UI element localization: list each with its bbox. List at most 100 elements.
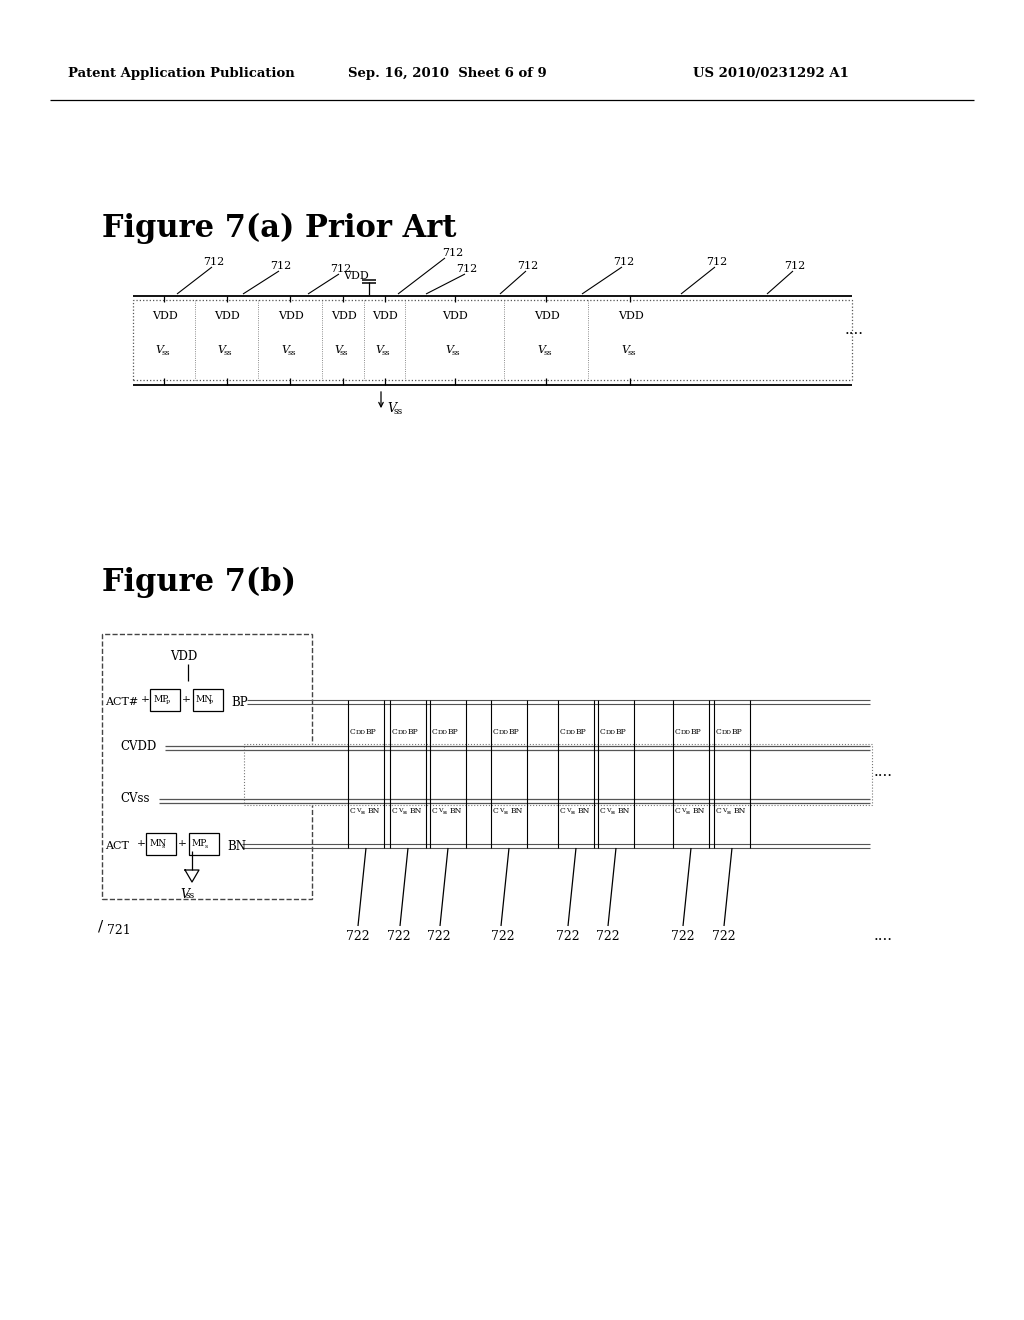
Bar (193, 689, 223, 711)
Text: ss: ss (627, 348, 636, 356)
Text: 712: 712 (613, 257, 634, 267)
Text: VDD: VDD (618, 312, 644, 321)
Text: C: C (432, 729, 437, 737)
Text: /: / (98, 920, 103, 935)
Text: 712: 712 (517, 261, 539, 271)
Text: VDD: VDD (152, 312, 178, 321)
Text: 712: 712 (456, 264, 477, 275)
Text: Figure 7(a) Prior Art: Figure 7(a) Prior Art (102, 213, 457, 244)
Text: DD: DD (681, 730, 691, 734)
Text: C: C (600, 807, 606, 814)
Text: 722: 722 (346, 929, 370, 942)
Text: V: V (621, 345, 629, 355)
Text: BN: BN (450, 807, 463, 814)
Text: BN: BN (227, 840, 246, 853)
Text: BN: BN (734, 807, 746, 814)
Text: BN: BN (693, 807, 706, 814)
Text: C: C (675, 807, 681, 814)
Text: C: C (493, 729, 499, 737)
Text: +: + (182, 696, 190, 705)
Text: BN: BN (618, 807, 631, 814)
Text: V: V (438, 808, 442, 813)
Text: V: V (387, 403, 396, 416)
Text: ACT#: ACT# (105, 697, 138, 708)
Text: -: - (183, 840, 186, 849)
Text: VDD: VDD (373, 312, 398, 321)
Text: +: + (141, 696, 150, 705)
Text: 712: 712 (330, 264, 351, 275)
Text: 722: 722 (596, 929, 620, 942)
Text: ss: ss (452, 348, 460, 356)
Text: s: s (205, 845, 208, 850)
Text: 722: 722 (427, 929, 451, 942)
Text: ss: ss (223, 348, 232, 356)
Text: V: V (217, 345, 225, 355)
Text: 712: 712 (270, 261, 291, 271)
Text: ss: ss (186, 891, 196, 900)
Text: 712: 712 (706, 257, 727, 267)
Text: BP: BP (575, 729, 587, 737)
Text: V: V (445, 345, 454, 355)
Text: -: - (146, 696, 150, 705)
Text: V: V (376, 345, 384, 355)
Text: C: C (716, 729, 722, 737)
Text: -: - (142, 840, 145, 849)
Text: ss: ss (382, 348, 390, 356)
Text: P: P (209, 701, 213, 705)
Bar (244, 744, 872, 805)
Text: CVDD: CVDD (120, 739, 157, 752)
Bar (133, 300, 852, 380)
Text: ....: .... (874, 929, 893, 942)
Text: ss: ss (543, 348, 552, 356)
Bar (146, 833, 176, 855)
Text: BP: BP (449, 729, 459, 737)
Text: C: C (350, 729, 355, 737)
Text: V: V (334, 345, 342, 355)
Text: BN: BN (578, 807, 591, 814)
Text: 722: 722 (712, 929, 735, 942)
Text: C: C (392, 729, 397, 737)
Text: V: V (398, 808, 402, 813)
Text: BP: BP (616, 729, 627, 737)
Text: V: V (722, 808, 726, 813)
Text: C: C (716, 807, 722, 814)
Text: +: + (178, 840, 186, 849)
Text: ss: ss (161, 348, 170, 356)
Text: ss: ss (504, 810, 509, 816)
Text: MN: MN (196, 696, 213, 705)
Text: C: C (432, 807, 437, 814)
Bar (150, 689, 180, 711)
Text: VDD: VDD (214, 312, 241, 321)
Text: VDD: VDD (331, 312, 356, 321)
Text: C: C (600, 729, 606, 737)
Text: BN: BN (511, 807, 523, 814)
Text: DD: DD (499, 730, 509, 734)
Polygon shape (185, 870, 199, 882)
Text: V: V (499, 808, 504, 813)
Text: C: C (350, 807, 355, 814)
Text: BP: BP (732, 729, 742, 737)
Text: DD: DD (722, 730, 732, 734)
Text: -: - (187, 696, 190, 705)
Text: 721: 721 (106, 924, 131, 936)
Text: VDD: VDD (534, 312, 560, 321)
Text: P: P (166, 701, 170, 705)
Text: ss: ss (686, 810, 691, 816)
Text: MP: MP (153, 696, 168, 705)
Text: DD: DD (566, 730, 575, 734)
Text: 722: 722 (671, 929, 694, 942)
Text: ss: ss (611, 810, 616, 816)
Text: US 2010/0231292 A1: US 2010/0231292 A1 (693, 66, 849, 79)
Text: MN: MN (150, 840, 166, 849)
Text: C: C (675, 729, 681, 737)
Text: VDD: VDD (442, 312, 468, 321)
Text: VDD: VDD (343, 271, 369, 281)
Text: BP: BP (366, 729, 377, 737)
Text: 712: 712 (203, 257, 224, 267)
Text: ss: ss (340, 348, 348, 356)
Text: V: V (180, 887, 189, 900)
Text: s: s (162, 845, 165, 850)
Text: V: V (566, 808, 570, 813)
Text: C: C (560, 807, 565, 814)
Text: VDD: VDD (278, 312, 304, 321)
